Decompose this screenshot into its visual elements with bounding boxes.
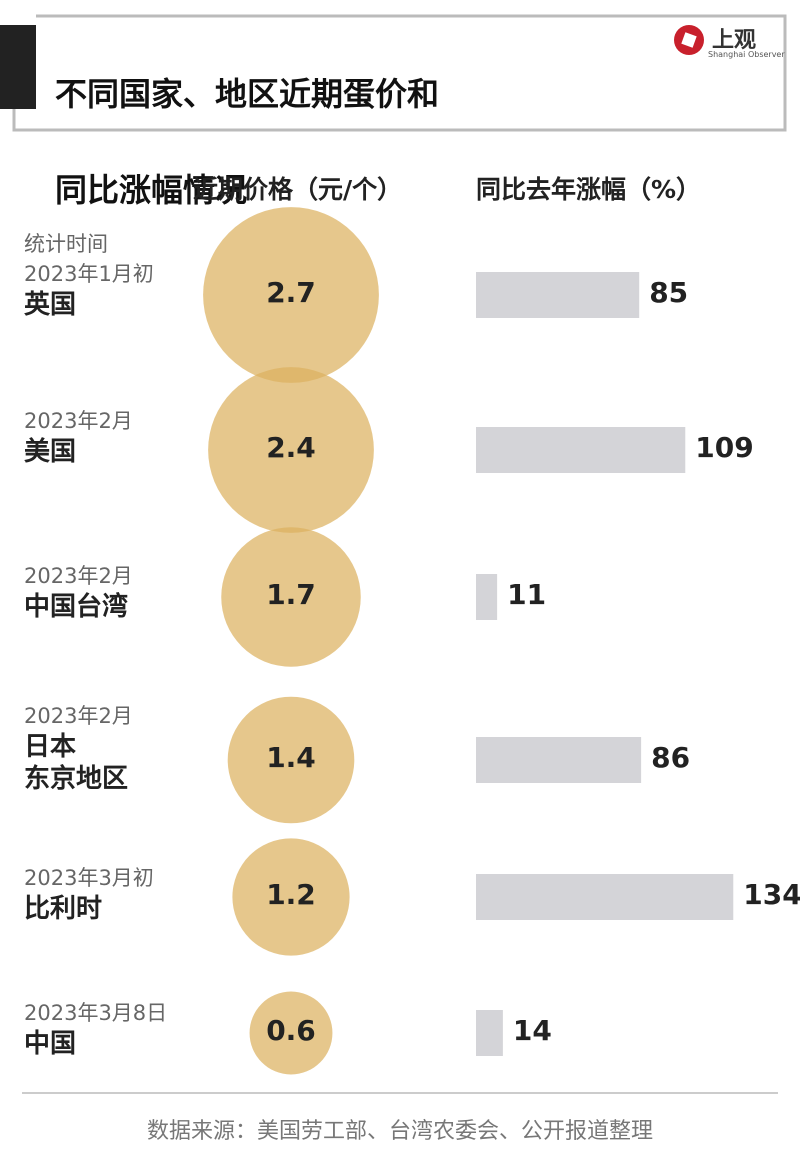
logo-subtitle: Shanghai Observer <box>708 50 785 59</box>
bubble-label: 1.2 <box>266 878 316 911</box>
title-line: 同比涨幅情况 <box>55 171 248 209</box>
bubble-label: 1.4 <box>266 741 316 774</box>
date-label: 2023年2月 <box>24 409 133 433</box>
category-label: 中国台湾 <box>24 592 129 622</box>
title: 不同国家、地区近期蛋价和 同比涨幅情况 <box>55 22 439 262</box>
category-label: 英国 <box>24 290 77 320</box>
bar <box>476 574 498 620</box>
bar-label: 14 <box>512 1014 552 1047</box>
bar-label: 11 <box>507 578 547 611</box>
date-label: 2023年3月8日 <box>24 1001 168 1025</box>
logo-icon <box>674 25 704 55</box>
bubble <box>249 991 333 1075</box>
date-label: 2023年2月 <box>24 704 133 728</box>
bar <box>476 1010 503 1056</box>
title-frame <box>12 14 787 132</box>
logo: 上观 <box>712 28 757 53</box>
date-label: 2023年2月 <box>24 564 133 588</box>
bar-label: 109 <box>695 431 754 464</box>
bubble <box>221 527 361 667</box>
bar <box>476 737 642 783</box>
bubble-label: 2.4 <box>266 431 316 464</box>
column-header: 同比去年涨幅（%） <box>476 175 702 204</box>
bar <box>476 427 686 473</box>
bubble <box>232 838 350 956</box>
column-header: 近期价格（元/个） <box>193 175 403 204</box>
bubble-label: 0.6 <box>266 1014 316 1047</box>
date-label: 2023年3月初 <box>24 866 154 890</box>
bar <box>476 874 734 920</box>
title-block <box>0 25 36 109</box>
bar-label: 86 <box>651 741 691 774</box>
category-label: 比利时 <box>24 894 103 924</box>
category-label: 日本 东京地区 <box>24 732 129 794</box>
note: 统计时间 <box>24 232 108 256</box>
category-label: 美国 <box>24 437 77 467</box>
date-label: 2023年1月初 <box>24 262 154 286</box>
bubble <box>227 696 355 824</box>
bubble <box>203 207 379 383</box>
source: 数据来源：美国劳工部、台湾农委会、公开报道整理 <box>146 1119 653 1144</box>
bubble-label: 2.7 <box>266 276 316 309</box>
bar-label: 134 <box>743 878 800 911</box>
category-label: 中国 <box>24 1029 77 1059</box>
bar <box>476 272 640 318</box>
bar-label: 85 <box>649 276 689 309</box>
bubble <box>208 367 374 533</box>
title-line: 不同国家、地区近期蛋价和 <box>55 75 440 113</box>
bubble-label: 1.7 <box>266 578 316 611</box>
